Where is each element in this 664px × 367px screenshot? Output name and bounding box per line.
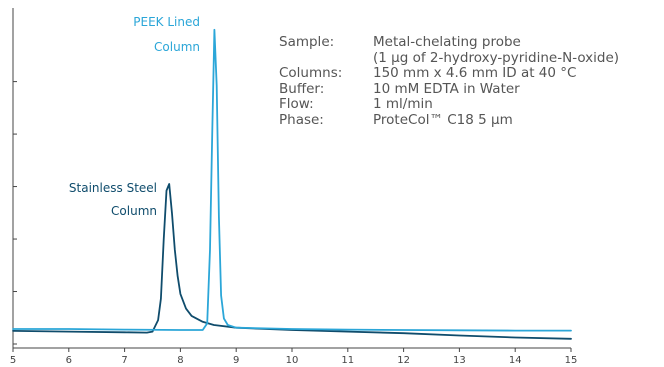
x-tick-label: 10 bbox=[286, 355, 299, 366]
stainless-label-line1: Stainless Steel bbox=[69, 181, 157, 195]
peek-label-line2: Column bbox=[154, 40, 200, 54]
stainless-label-line2: Column bbox=[111, 204, 157, 218]
series-line-stainless bbox=[13, 184, 571, 339]
info-value: 150 mm x 4.6 mm ID at 40 °C bbox=[373, 66, 576, 82]
peak-labels: PEEK Lined Column Stainless Steel Column bbox=[69, 15, 200, 218]
x-tick-label: 12 bbox=[397, 355, 410, 366]
info-row-flow: Flow: 1 ml/min bbox=[279, 97, 619, 113]
info-key: Phase: bbox=[279, 113, 373, 129]
info-key: Buffer: bbox=[279, 82, 373, 98]
info-value: 1 ml/min bbox=[373, 97, 433, 113]
x-tick-label: 14 bbox=[509, 355, 522, 366]
info-row-columns: Columns: 150 mm x 4.6 mm ID at 40 °C bbox=[279, 66, 619, 82]
info-value: Metal-chelating probe bbox=[373, 35, 521, 51]
peek-label-line1: PEEK Lined bbox=[133, 15, 200, 29]
x-tick-label: 8 bbox=[177, 355, 183, 366]
info-key: Flow: bbox=[279, 97, 373, 113]
info-key: Columns: bbox=[279, 66, 373, 82]
info-row-buffer: Buffer: 10 mM EDTA in Water bbox=[279, 82, 619, 98]
x-tick-label: 7 bbox=[121, 355, 127, 366]
x-tick-label: 11 bbox=[341, 355, 354, 366]
x-tick-label: 5 bbox=[10, 355, 16, 366]
conditions-block: Sample: Metal-chelating probe (1 µg of 2… bbox=[279, 35, 619, 128]
info-row-sample-detail: (1 µg of 2-hydroxy-pyridine-N-oxide) bbox=[279, 51, 619, 67]
info-value: 10 mM EDTA in Water bbox=[373, 82, 520, 98]
info-row-sample: Sample: Metal-chelating probe bbox=[279, 35, 619, 51]
info-value: ProteCol™ C18 5 µm bbox=[373, 113, 513, 129]
x-tick-label: 15 bbox=[565, 355, 578, 366]
info-row-phase: Phase: ProteCol™ C18 5 µm bbox=[279, 113, 619, 129]
x-tick-label: 13 bbox=[453, 355, 466, 366]
info-value: (1 µg of 2-hydroxy-pyridine-N-oxide) bbox=[373, 51, 619, 67]
x-tick-label: 9 bbox=[233, 355, 239, 366]
x-tick-label: 6 bbox=[66, 355, 72, 366]
info-key: Sample: bbox=[279, 35, 373, 51]
info-key bbox=[279, 51, 373, 67]
